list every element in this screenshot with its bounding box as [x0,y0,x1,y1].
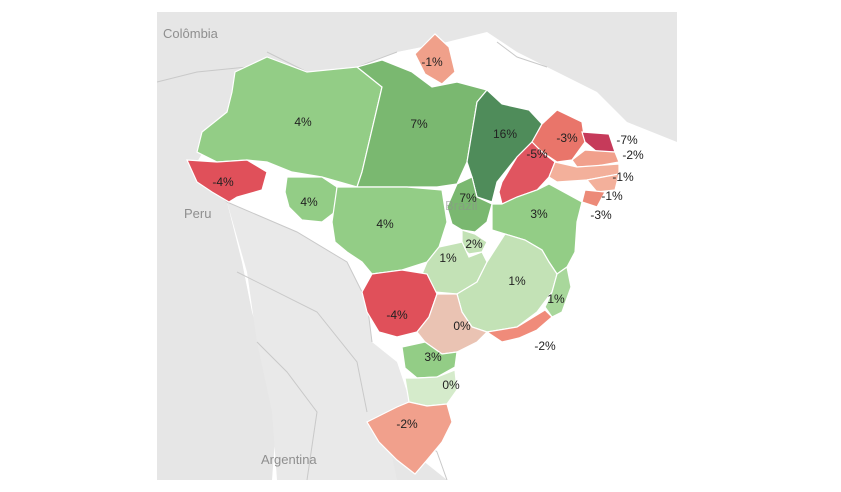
state-label-sergipe: -3% [590,208,612,222]
state-label-pernambuco: -1% [612,170,634,184]
state-label-tocantins: 7% [459,191,477,205]
border-line-8 [496,41,548,68]
state-amazonas[interactable] [196,56,383,188]
peru-chile-region [157,152,277,480]
state-amapa[interactable] [414,33,456,85]
state-label-amazonas: 4% [294,115,312,129]
state-label-bahia: 3% [530,207,548,221]
state-tocantins[interactable] [446,176,493,233]
state-label-rio: -2% [534,339,556,353]
state-parana[interactable] [401,341,458,379]
country-label-colombia: Colômbia [163,26,219,41]
state-label-alagoas: -1% [601,189,623,203]
border-line-6 [256,341,318,480]
state-espirito-santo[interactable] [544,265,572,318]
state-label-acre: -4% [212,175,234,189]
state-label-df: 2% [465,237,483,251]
state-rio[interactable] [485,309,553,343]
state-label-ms: -4% [386,308,408,322]
state-label-sc: 0% [442,378,460,392]
state-acre[interactable] [186,159,268,203]
state-label-maranhao: 16% [493,127,517,141]
state-label-sao-paulo: 0% [453,319,471,333]
brazil-state-map[interactable]: 4% 7%-1%16% -3%-5%-7%-2%-1%-1%-3%-4%4%4%7%… [157,12,677,480]
state-label-ceara: -3% [556,131,578,145]
state-label-rn: -7% [616,133,638,147]
state-alagoas[interactable] [585,173,620,193]
border-line-5 [157,66,248,83]
state-mato-grosso[interactable] [331,186,448,275]
country-label-brazil: Brazil [445,198,478,213]
state-label-mato-grosso: 4% [376,217,394,231]
state-label-amapa: -1% [421,55,443,69]
state-label-rs: -2% [396,417,418,431]
country-label-argentina: Argentina [261,452,317,467]
state-rs[interactable] [366,401,453,475]
state-label-parana: 3% [424,350,442,364]
state-sao-paulo[interactable] [416,293,489,355]
border-line-2 [236,271,368,413]
state-label-paraiba: -2% [622,148,644,162]
map-frame[interactable]: 4% 7% -1% 16% -3% -5% -7% -2% -1% -1% -3% -4% 4% 4% 7%… [157,12,677,480]
country-label-peru: Peru [184,206,211,221]
state-sergipe[interactable] [581,189,606,208]
state-label-espirito-santo: 1% [547,292,565,306]
northern-countries [157,12,677,312]
state-label-para: 7% [410,117,428,131]
state-rondonia[interactable] [284,176,338,223]
state-label-rondonia: 4% [300,195,318,209]
state-label-goias: 1% [439,251,457,265]
bolivia-paraguay-argentina [227,202,417,480]
state-label-piaui: -5% [526,147,548,161]
states-layer[interactable]: 4% 7%-1%16% -3%-5%-7%-2%-1%-1%-3%-4%4%4%7%… [186,33,644,475]
state-label-minas: 1% [508,274,526,288]
